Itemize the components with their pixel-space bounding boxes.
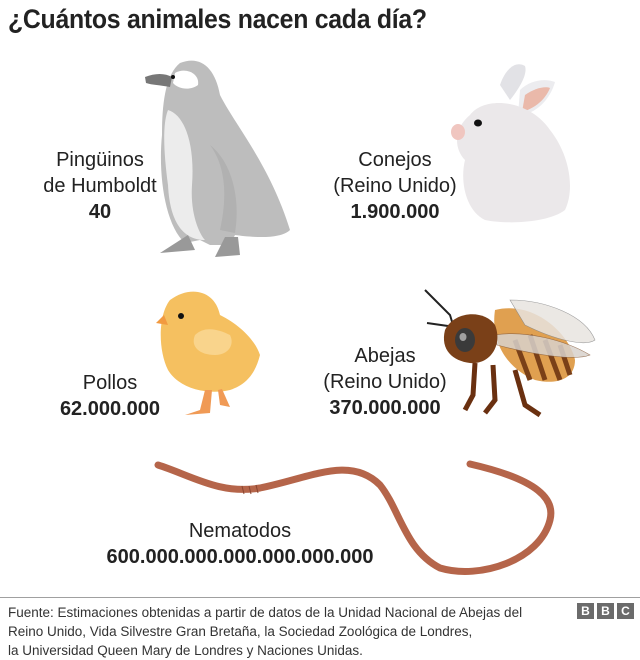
rabbit-value: 1.900.000 <box>350 201 440 223</box>
worm-label: Nematodos 600.000.000.000.000.000.000 <box>80 518 400 570</box>
bee-value: 370.000.000 <box>329 397 441 419</box>
chart-title: ¿Cuántos animales nacen cada día? <box>8 4 427 34</box>
source-note: Fuente: Estimaciones obtenidas a partir … <box>8 605 523 658</box>
rabbit-label: Conejos (Reino Unido) 1.900.000 <box>310 147 480 225</box>
chick-value: 62.000.000 <box>59 398 161 420</box>
worm-icon <box>154 460 555 575</box>
penguin-label: Pingüinos de Humboldt 40 <box>20 147 180 225</box>
penguin-icon <box>145 60 290 257</box>
worm-value: 600.000.000.000.000.000.000 <box>106 546 374 568</box>
bee-label: Abejas (Reino Unido) 370.000.000 <box>300 343 470 421</box>
rabbit-icon <box>451 64 570 223</box>
bbc-logo: B B C <box>577 603 634 619</box>
footer-divider <box>0 597 640 598</box>
chick-icon <box>156 291 260 415</box>
penguin-value: 40 <box>88 201 112 223</box>
bee-icon <box>424 289 596 418</box>
chick-label: Pollos 62.000.000 <box>40 370 180 422</box>
